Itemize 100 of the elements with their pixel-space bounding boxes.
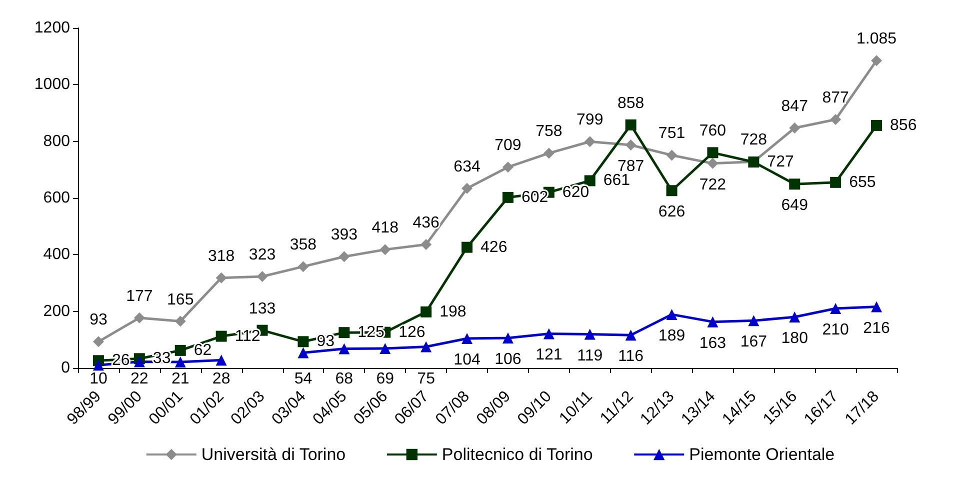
point [707, 158, 718, 169]
y-tick-label: 1000 [34, 76, 70, 94]
data-label: 418 [372, 220, 399, 237]
data-label: 858 [617, 94, 644, 112]
data-label: 426 [480, 238, 508, 256]
data-label: 210 [822, 322, 850, 338]
point [666, 308, 678, 320]
point [338, 343, 350, 354]
y-tick-label: 400 [43, 246, 70, 264]
data-label: 93 [316, 333, 335, 350]
point [420, 238, 432, 250]
point [216, 272, 227, 284]
point [174, 316, 186, 327]
point [830, 114, 842, 126]
data-label: 180 [781, 330, 808, 347]
point [216, 354, 227, 366]
point [871, 55, 882, 66]
data-label: 358 [290, 236, 317, 254]
point [174, 356, 186, 368]
data-label: 620 [562, 184, 590, 201]
legend-label: Politecnico di Torino [442, 445, 593, 464]
data-label: 323 [248, 246, 276, 264]
point [298, 261, 309, 272]
point [134, 356, 145, 368]
data-label: 728 [740, 132, 768, 149]
data-label: 121 [536, 346, 562, 364]
point [256, 270, 268, 282]
point [462, 242, 473, 253]
data-label: 436 [412, 214, 440, 232]
data-label: 167 [740, 334, 768, 351]
data-label: 216 [863, 320, 890, 337]
data-label: 877 [822, 90, 850, 107]
data-label: 799 [576, 112, 604, 129]
data-label: 626 [658, 204, 686, 221]
point [830, 176, 842, 188]
data-label: 133 [248, 300, 276, 318]
point [666, 185, 678, 196]
data-label: 163 [699, 334, 726, 352]
y-tick-label: 200 [43, 302, 70, 320]
point [871, 301, 882, 312]
point [420, 341, 432, 352]
legend-label: Piemonte Orientale [689, 445, 835, 464]
data-label: 661 [603, 172, 630, 190]
point [502, 332, 514, 344]
point [462, 182, 473, 194]
point [420, 306, 432, 318]
y-tick-label: 800 [43, 132, 70, 150]
point [298, 336, 309, 348]
data-label: 634 [454, 158, 480, 176]
point [789, 178, 800, 190]
data-label: 727 [767, 154, 794, 171]
legend-label: Università di Torino [201, 445, 346, 464]
point [707, 147, 718, 158]
y-tick-label: 600 [43, 190, 70, 206]
data-label: 758 [536, 123, 562, 140]
data-label: 104 [454, 352, 480, 369]
point [625, 140, 636, 151]
point [625, 330, 636, 341]
point [338, 251, 350, 262]
point [543, 148, 554, 159]
point [174, 344, 186, 356]
point [707, 316, 718, 328]
data-label: 10 [90, 370, 108, 388]
data-label: 751 [658, 125, 686, 142]
data-label: 28 [212, 370, 230, 388]
point [871, 120, 882, 131]
point [216, 330, 227, 342]
point [92, 360, 104, 371]
data-label: 198 [440, 303, 466, 320]
data-label: 126 [398, 324, 426, 341]
point [92, 336, 104, 348]
data-label: 1.085 [856, 30, 897, 48]
point [625, 119, 636, 130]
data-label: 93 [90, 312, 108, 329]
data-label: 106 [494, 350, 522, 368]
data-label: 26 [112, 352, 130, 370]
data-label: 75 [417, 370, 436, 388]
point [789, 312, 800, 322]
data-label: 22 [130, 370, 148, 388]
point [134, 312, 145, 324]
point [789, 122, 800, 134]
data-label: 54 [294, 370, 312, 388]
point [338, 327, 350, 338]
data-label: 709 [494, 137, 522, 154]
point [584, 136, 596, 148]
data-label: 69 [376, 370, 394, 388]
data-label: 318 [208, 248, 235, 265]
point [584, 328, 596, 340]
data-label: 856 [890, 116, 917, 134]
data-label: 116 [618, 348, 644, 366]
data-label: 21 [171, 370, 190, 388]
data-label: 847 [781, 98, 808, 116]
point [748, 315, 760, 326]
point [543, 328, 554, 340]
point [502, 162, 514, 173]
data-label: 655 [849, 174, 876, 191]
point [502, 192, 514, 203]
data-label: 62 [194, 342, 212, 359]
data-label: 649 [781, 197, 808, 214]
data-label: 189 [658, 327, 686, 344]
